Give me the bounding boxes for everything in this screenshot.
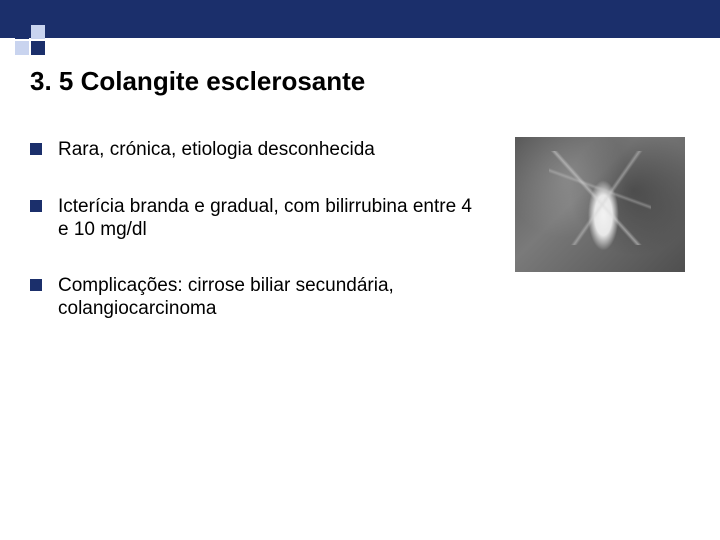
bullet-list: Rara, crónica, etiologia desconhecida Ic…: [30, 137, 485, 355]
bullet-icon: [30, 143, 42, 155]
square-icon: [31, 41, 45, 55]
list-item: Icterícia branda e gradual, com bilirrub…: [30, 196, 485, 242]
image-column: [515, 137, 690, 355]
content-area: Rara, crónica, etiologia desconhecida Ic…: [0, 107, 720, 355]
square-icon: [15, 41, 29, 55]
medical-image: [515, 137, 685, 272]
square-icon: [31, 25, 45, 39]
slide-title: 3. 5 Colangite esclerosante: [0, 38, 720, 107]
bullet-icon: [30, 279, 42, 291]
list-item: Rara, crónica, etiologia desconhecida: [30, 139, 485, 162]
bullet-text: Complicações: cirrose biliar secundária,…: [58, 275, 485, 321]
list-item: Complicações: cirrose biliar secundária,…: [30, 275, 485, 321]
header-bar: [0, 0, 720, 38]
square-icon: [15, 25, 29, 39]
decorative-squares: [14, 24, 54, 56]
bullet-icon: [30, 200, 42, 212]
bullet-text: Rara, crónica, etiologia desconhecida: [58, 139, 375, 162]
bullet-text: Icterícia branda e gradual, com bilirrub…: [58, 196, 485, 242]
